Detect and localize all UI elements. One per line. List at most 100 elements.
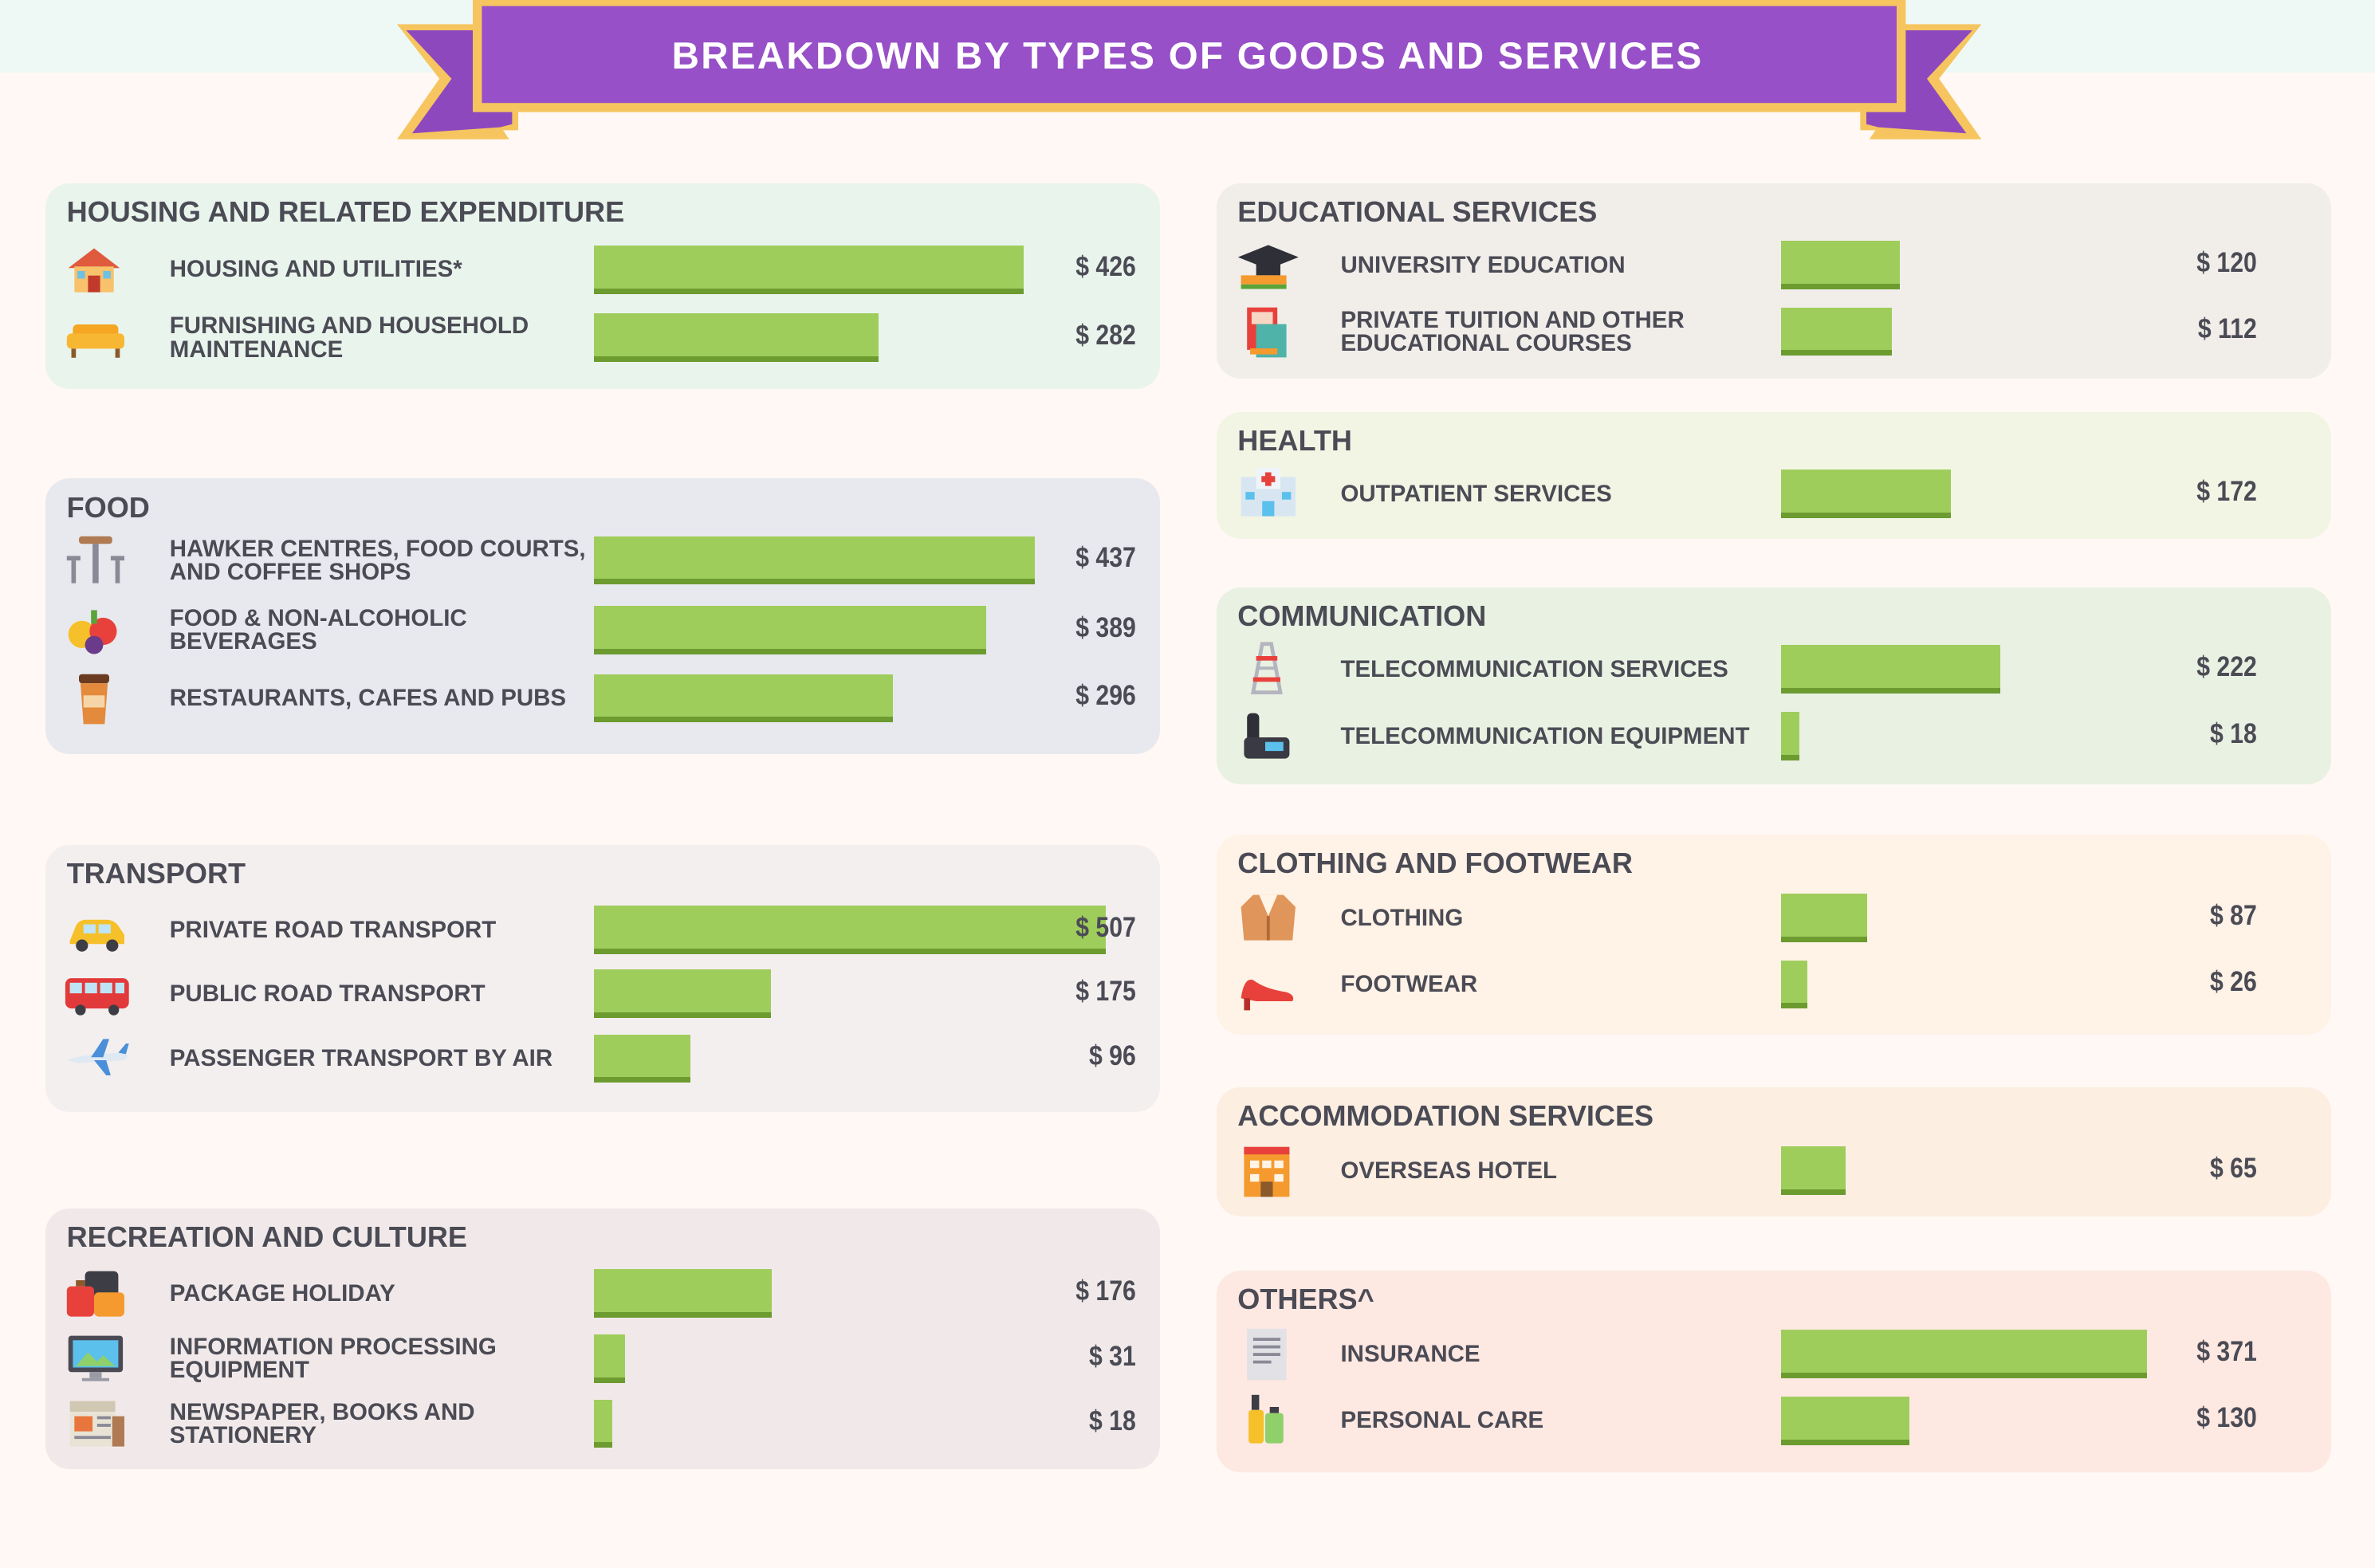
computer-monitor-icon — [68, 1335, 123, 1381]
item-label-housing-1: FURNISHING AND HOUSEHOLD MAINTENANCE — [169, 312, 529, 363]
luggage-icon — [66, 1271, 124, 1317]
bar-food-0 — [593, 536, 1036, 585]
bar-housing-1 — [593, 313, 879, 363]
item-label-recreation-0: PACKAGE HOLIDAY — [169, 1279, 395, 1307]
airplane-icon — [66, 1039, 129, 1075]
value-label-transport-1: $ 175 — [1075, 975, 1136, 1007]
value-label-food-1: $ 389 — [1075, 611, 1136, 643]
telephone-icon — [1243, 713, 1289, 759]
newspaper-icon — [69, 1401, 124, 1447]
item-label-food-2: RESTAURANTS, CAFES AND PUBS — [169, 685, 566, 712]
hospital-icon — [1241, 468, 1296, 517]
category-title-food: FOOD — [66, 490, 150, 524]
value-label-food-2: $ 296 — [1075, 680, 1136, 712]
value-label-recreation-0: $ 176 — [1075, 1275, 1136, 1307]
bar-recreation-0 — [593, 1269, 772, 1318]
value-label-communication-1: $ 18 — [2210, 717, 2257, 749]
value-label-recreation-2: $ 18 — [1089, 1405, 1136, 1437]
bar-recreation-2 — [593, 1399, 612, 1448]
value-label-housing-0: $ 426 — [1075, 251, 1136, 283]
bar-education-0 — [1781, 241, 1900, 289]
bar-transport-0 — [593, 906, 1106, 954]
value-label-housing-1: $ 282 — [1075, 319, 1136, 351]
transmission-tower-icon — [1250, 642, 1283, 694]
category-title-education: EDUCATIONAL SERVICES — [1237, 195, 1598, 229]
bar-others-0 — [1781, 1330, 2148, 1378]
graduation-cap-icon — [1237, 245, 1299, 289]
category-title-recreation: RECREATION AND CULTURE — [66, 1220, 467, 1254]
bar-food-2 — [593, 674, 893, 723]
personal-care-bottles-icon — [1248, 1394, 1284, 1444]
value-label-clothing-0: $ 87 — [2210, 899, 2257, 931]
value-label-transport-0: $ 507 — [1075, 911, 1136, 943]
value-label-others-1: $ 130 — [2196, 1402, 2257, 1434]
bar-recreation-1 — [593, 1334, 626, 1383]
panel-communication: COMMUNICATION — [1216, 588, 2332, 785]
bar-transport-1 — [593, 969, 771, 1018]
jacket-icon — [1241, 894, 1296, 941]
document-icon — [1246, 1328, 1287, 1380]
coffee-cup-icon — [78, 674, 109, 725]
value-label-education-1: $ 112 — [2198, 313, 2257, 345]
item-label-communication-1: TELECOMMUNICATION EQUIPMENT — [1340, 722, 1750, 749]
category-title-communication: COMMUNICATION — [1237, 599, 1487, 633]
item-label-education-0: UNIVERSITY EDUCATION — [1340, 251, 1626, 278]
panel-others: OTHERS^ — [1216, 1271, 2332, 1472]
item-label-transport-1: PUBLIC ROAD TRANSPORT — [169, 980, 486, 1007]
bar-clothing-0 — [1781, 894, 1867, 942]
sofa-icon — [66, 324, 124, 358]
value-label-accommodation-0: $ 65 — [2210, 1152, 2257, 1184]
item-label-housing-0: HOUSING AND UTILITIES* — [169, 256, 462, 283]
value-label-others-0: $ 371 — [2196, 1335, 2257, 1367]
category-title-housing: HOUSING AND RELATED EXPENDITURE — [66, 195, 625, 229]
item-label-recreation-1: INFORMATION PROCESSING EQUIPMENT — [169, 1333, 497, 1384]
item-label-recreation-2: NEWSPAPER, BOOKS AND STATIONERY — [169, 1398, 475, 1448]
item-label-accommodation-0: OVERSEAS HOTEL — [1340, 1157, 1558, 1184]
house-icon — [68, 248, 120, 293]
bar-education-1 — [1781, 307, 1892, 356]
panel-clothing: CLOTHING AND FOOTWEAR — [1216, 834, 2332, 1035]
item-label-others-1: PERSONAL CARE — [1340, 1407, 1544, 1434]
value-label-communication-0: $ 222 — [2196, 651, 2257, 682]
category-title-clothing: CLOTHING AND FOOTWEAR — [1237, 847, 1633, 880]
item-label-education-1: PRIVATE TUITION AND OTHER EDUCATIONAL CO… — [1340, 306, 1685, 357]
value-label-transport-2: $ 96 — [1089, 1040, 1136, 1072]
bar-communication-1 — [1781, 712, 1799, 760]
panel-education: EDUCATIONAL SERVICES — [1216, 183, 2332, 379]
category-title-transport: TRANSPORT — [66, 857, 246, 890]
item-label-clothing-1: FOOTWEAR — [1340, 971, 1478, 998]
value-label-recreation-1: $ 31 — [1089, 1340, 1136, 1372]
bar-clothing-1 — [1781, 960, 1807, 1009]
category-title-accommodation: ACCOMMODATION SERVICES — [1237, 1099, 1654, 1133]
bar-transport-2 — [593, 1034, 691, 1083]
panel-health: HEALTH — [1216, 411, 2332, 540]
item-label-food-0: HAWKER CENTRES, FOOD COURTS, AND COFFEE … — [169, 535, 586, 585]
title-banner — [396, 0, 1982, 140]
table-stools-icon — [66, 536, 124, 584]
item-label-transport-2: PASSENGER TRANSPORT BY AIR — [169, 1045, 553, 1072]
item-label-communication-0: TELECOMMUNICATION SERVICES — [1340, 656, 1728, 683]
value-label-clothing-1: $ 26 — [2210, 966, 2257, 998]
fruits-icon — [68, 610, 117, 654]
bar-accommodation-0 — [1781, 1146, 1846, 1196]
car-icon — [69, 919, 124, 952]
item-label-food-1: FOOD & NON-ALCOHOLIC BEVERAGES — [169, 604, 467, 655]
chart-title: BREAKDOWN BY TYPES OF GOODS AND SERVICES — [671, 34, 1704, 77]
value-label-health-0: $ 172 — [2196, 475, 2257, 507]
category-title-health: HEALTH — [1237, 423, 1352, 457]
item-label-health-0: OUTPATIENT SERVICES — [1340, 480, 1612, 507]
bar-communication-0 — [1781, 645, 2000, 694]
high-heel-icon — [1241, 979, 1293, 1011]
item-label-others-0: INSURANCE — [1340, 1340, 1480, 1367]
bus-icon — [65, 978, 129, 1016]
books-icon — [1246, 307, 1287, 358]
bar-food-1 — [593, 606, 987, 654]
item-label-clothing-0: CLOTHING — [1340, 904, 1464, 931]
bar-housing-0 — [593, 245, 1024, 294]
value-label-food-0: $ 437 — [1075, 542, 1136, 574]
item-label-transport-0: PRIVATE ROAD TRANSPORT — [169, 916, 497, 943]
category-title-others: OTHERS^ — [1237, 1283, 1374, 1316]
value-label-education-0: $ 120 — [2196, 246, 2257, 278]
bar-others-1 — [1781, 1396, 1910, 1445]
hotel-icon — [1243, 1146, 1289, 1197]
